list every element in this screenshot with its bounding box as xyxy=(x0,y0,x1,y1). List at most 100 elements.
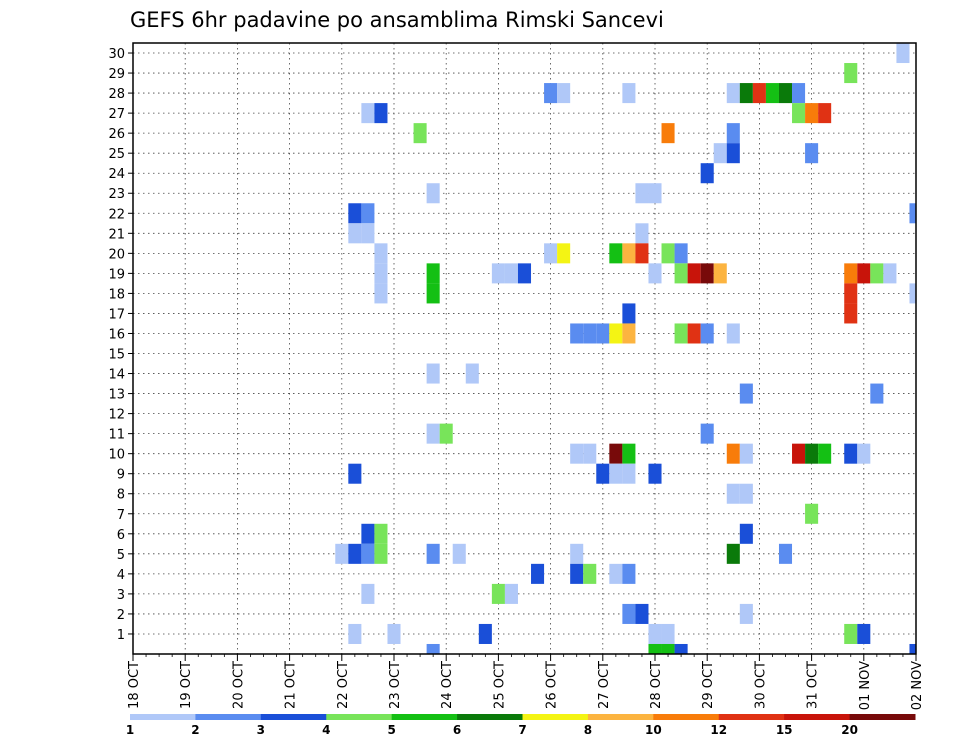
precip-cell xyxy=(844,443,858,464)
precip-cell xyxy=(818,443,832,464)
y-tick-label: 12 xyxy=(108,408,125,423)
precip-cell xyxy=(361,103,375,124)
y-tick-label: 25 xyxy=(108,147,125,162)
precip-cell xyxy=(583,443,597,464)
precip-cell xyxy=(726,143,740,164)
precip-cell xyxy=(348,543,362,564)
precip-cell xyxy=(609,463,623,484)
precip-cell xyxy=(609,563,623,584)
x-tick-label: 24 OCT xyxy=(440,661,455,709)
precip-cell xyxy=(635,603,649,624)
y-tick-label: 16 xyxy=(108,327,125,342)
precip-cell xyxy=(374,263,388,284)
precip-cell xyxy=(517,263,532,284)
precip-cell xyxy=(622,303,636,324)
y-tick-label: 10 xyxy=(108,448,125,463)
precip-cell xyxy=(426,423,440,444)
x-tick-label: 01 NOV xyxy=(858,661,873,710)
precip-cell xyxy=(635,243,649,264)
precip-cell xyxy=(818,103,832,124)
y-tick-label: 1 xyxy=(117,628,125,643)
x-tick-label: 23 OCT xyxy=(388,661,403,709)
precip-cell xyxy=(635,183,649,204)
y-tick-label: 27 xyxy=(108,107,125,122)
precip-cell xyxy=(805,503,819,524)
precip-cell xyxy=(648,463,662,484)
precip-cell xyxy=(609,243,623,264)
precip-cell xyxy=(674,263,688,284)
precip-cell xyxy=(739,483,753,504)
y-tick-label: 15 xyxy=(108,348,125,363)
precip-cell xyxy=(374,543,388,564)
y-tick-label: 28 xyxy=(108,87,125,102)
precip-cell xyxy=(726,483,740,504)
precip-cell xyxy=(648,623,662,644)
x-tick-label: 29 OCT xyxy=(701,661,716,709)
precip-cell xyxy=(661,623,675,644)
precip-cell xyxy=(700,163,714,184)
precip-cell xyxy=(844,283,858,304)
precip-cell xyxy=(805,443,819,464)
colorbar-swatch xyxy=(195,714,262,720)
x-tick-label: 18 OCT xyxy=(127,661,142,709)
precip-cell xyxy=(896,43,910,64)
colorbar-swatch xyxy=(522,714,589,720)
precip-cell xyxy=(857,623,871,644)
precip-cell xyxy=(870,263,884,284)
precip-cell xyxy=(844,623,858,644)
precip-cell xyxy=(726,443,740,464)
x-axis-tick-labels: 18 OCT 19 OCT 20 OCT 21 OCT 22 OCT 23 OCT 24 O… xyxy=(127,661,925,710)
precip-cell xyxy=(726,543,740,564)
precip-cell xyxy=(883,263,897,284)
precip-cell xyxy=(361,543,375,564)
precip-cell xyxy=(570,563,584,584)
precip-cell xyxy=(478,623,492,644)
precip-cell xyxy=(596,323,610,344)
y-tick-label: 29 xyxy=(108,67,125,82)
precip-cell xyxy=(778,83,793,104)
precip-cell xyxy=(674,643,688,654)
y-tick-label: 18 xyxy=(108,287,125,302)
x-tick-label: 30 OCT xyxy=(753,661,768,709)
precip-cell xyxy=(439,423,453,444)
grid-lines xyxy=(133,43,917,654)
y-tick-label: 17 xyxy=(108,307,125,322)
precip-cell xyxy=(374,283,388,304)
precip-cell xyxy=(726,123,740,144)
precip-cell xyxy=(844,63,858,84)
precip-cell xyxy=(426,543,440,564)
precip-cell xyxy=(687,263,701,284)
colorbar-swatch xyxy=(326,714,393,720)
precip-cell xyxy=(491,263,505,284)
precip-cell xyxy=(739,603,753,624)
x-tick-label: 26 OCT xyxy=(545,661,560,709)
colorbar xyxy=(130,714,916,720)
colorbar-label: 2 xyxy=(191,723,199,737)
colorbar-label: 15 xyxy=(776,723,793,737)
precip-cell xyxy=(661,123,675,144)
chart-title: GEFS 6hr padavine po ansamblima Rimski S… xyxy=(130,8,664,32)
precip-cell xyxy=(622,323,636,344)
precip-cell xyxy=(713,143,727,164)
colorbar-label: 5 xyxy=(387,723,395,737)
precip-cell xyxy=(622,463,636,484)
precip-cell xyxy=(700,323,714,344)
precip-cell xyxy=(413,123,427,144)
precip-cell xyxy=(609,323,623,344)
precip-cell xyxy=(726,83,740,104)
colorbar-swatch xyxy=(653,714,720,720)
precip-cell xyxy=(609,443,623,464)
y-tick-label: 20 xyxy=(108,247,125,262)
y-tick-label: 21 xyxy=(108,227,125,242)
x-tick-label: 21 OCT xyxy=(284,661,299,709)
precip-cell xyxy=(348,203,362,224)
precip-cell xyxy=(361,583,375,604)
x-tick-label: 28 OCT xyxy=(649,661,664,709)
x-tick-label: 27 OCT xyxy=(597,661,612,709)
precip-cell xyxy=(792,443,806,464)
colorbar-swatch xyxy=(849,714,916,720)
precip-cell xyxy=(531,563,545,584)
precip-cell xyxy=(622,243,636,264)
precip-cell xyxy=(361,223,375,244)
